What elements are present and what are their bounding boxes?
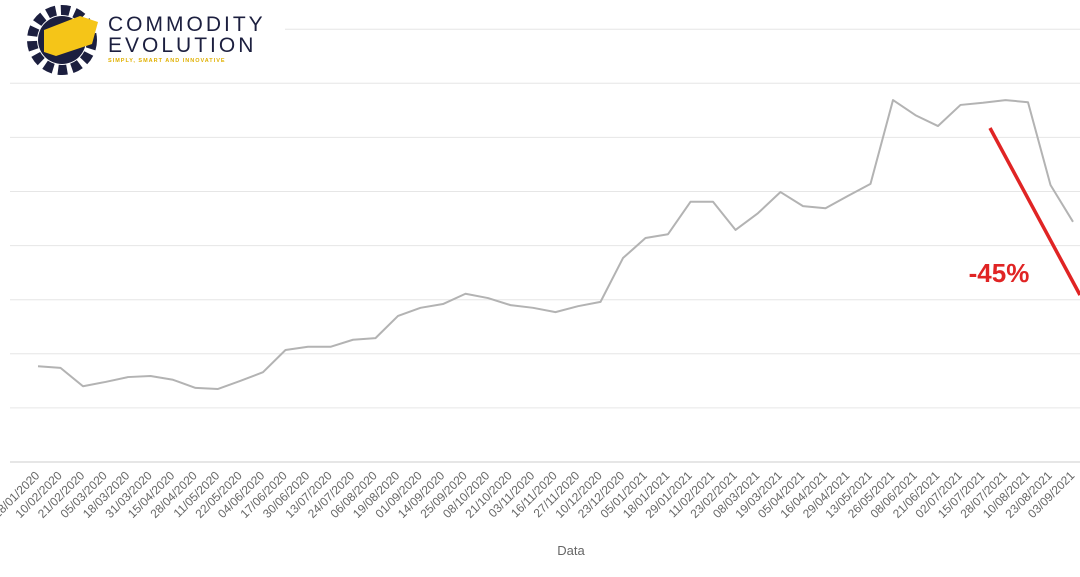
grid	[10, 28, 1080, 463]
plot	[37, 99, 1074, 390]
price-line	[37, 99, 1074, 390]
logo: COMMODITY EVOLUTION SIMPLY, SMART AND IN…	[0, 0, 285, 80]
logo-tagline: SIMPLY, SMART AND INNOVATIVE	[108, 58, 226, 64]
annotation: -45%	[969, 258, 1030, 288]
logo-line1: COMMODITY	[108, 13, 266, 36]
logo-tag	[44, 16, 98, 56]
x-axis-title: Data	[557, 543, 585, 558]
trend-arrow	[988, 127, 1080, 296]
logo-line2: EVOLUTION	[108, 34, 256, 57]
